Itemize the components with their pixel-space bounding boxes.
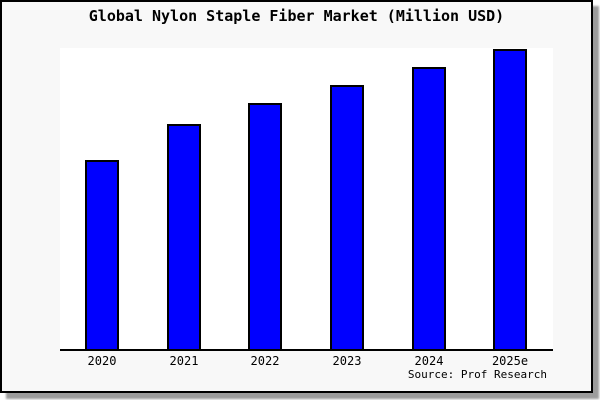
bar-2024	[412, 67, 446, 349]
x-tick-label-2021: 2021	[169, 354, 199, 368]
source-note: Source: Prof Research	[407, 368, 547, 381]
chart-title: Global Nylon Staple Fiber Market (Millio…	[88, 7, 505, 25]
x-tick-label-2020: 2020	[87, 354, 117, 368]
bar-2023	[330, 85, 364, 349]
bar-2021	[167, 124, 201, 349]
x-tick-label-2022: 2022	[250, 354, 280, 368]
x-tick-label-2023: 2023	[332, 354, 362, 368]
bar-2022	[248, 103, 282, 349]
x-tick-label-2024: 2024	[414, 354, 444, 368]
bar-2025e	[493, 49, 527, 349]
x-tick-label-2025e: 2025e	[491, 354, 529, 368]
bar-2020	[85, 160, 119, 349]
plot-area	[60, 48, 553, 351]
x-axis-tick-labels: 2020 2021 2022 2023 2024 2025e	[2, 354, 591, 370]
chart-panel: Global Nylon Staple Fiber Market (Millio…	[0, 0, 593, 393]
